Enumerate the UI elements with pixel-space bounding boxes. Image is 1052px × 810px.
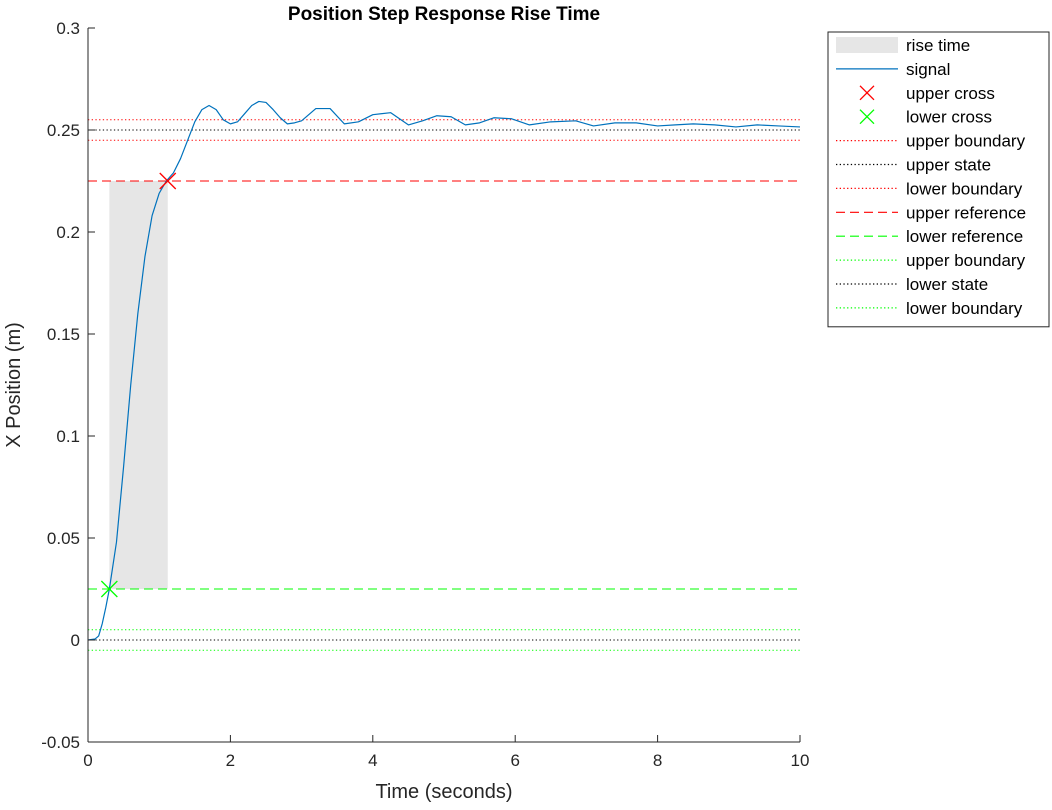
x-axis-label: Time (seconds)	[375, 781, 512, 803]
legend-swatch	[836, 37, 898, 53]
legend-marker	[859, 85, 875, 101]
upper-cross-marker	[159, 172, 177, 190]
legend: rise time signal upper cross lower cross upp…	[827, 31, 1050, 328]
plot-area	[87, 28, 801, 742]
x-tick-label: 10	[791, 751, 810, 770]
x-tick-label: 0	[83, 751, 92, 770]
legend-label: rise time	[906, 36, 970, 55]
marker-stroke	[100, 580, 118, 598]
rise-time-patch	[109, 181, 168, 589]
legend-entry-upper-cross: upper cross	[859, 84, 995, 103]
legend-entry-signal: signal	[836, 60, 950, 79]
y-tick-label: 0.15	[47, 325, 80, 344]
plot-background	[88, 28, 800, 742]
y-tick-label: 0.25	[47, 121, 80, 140]
legend-entry-lower-boundary: lower boundary	[836, 179, 1023, 198]
legend-entry-lower-cross: lower cross	[859, 108, 992, 127]
y-tick-label: 0.2	[56, 223, 80, 242]
legend-label: lower state	[906, 275, 988, 294]
x-tick-label: 6	[510, 751, 519, 770]
y-tick-label: 0.05	[47, 529, 80, 548]
y-tick-label: 0	[71, 631, 80, 650]
signal-line	[87, 100, 801, 641]
legend-label: upper state	[906, 156, 991, 175]
legend-label: lower cross	[906, 108, 992, 127]
y-tick-label: -0.05	[41, 733, 80, 752]
legend-entry-lower-boundary: lower boundary	[836, 299, 1023, 318]
legend-entry-upper-boundary: upper boundary	[836, 132, 1026, 151]
x-tick-label: 8	[653, 751, 662, 770]
chart-title: Position Step Response Rise Time	[288, 4, 600, 25]
legend-label: upper boundary	[906, 251, 1026, 270]
legend-box	[827, 31, 1050, 328]
legend-label: lower boundary	[906, 179, 1023, 198]
legend-entry-upper-reference: upper reference	[836, 203, 1026, 222]
legend-entry-lower-reference: lower reference	[836, 227, 1023, 246]
legend-label: upper cross	[906, 84, 995, 103]
legend-marker	[859, 109, 875, 125]
legend-entry-upper-state: upper state	[836, 156, 991, 175]
marker-stroke	[159, 172, 177, 190]
y-tick-label: 0.1	[56, 427, 80, 446]
lower-cross-marker	[100, 580, 118, 598]
x-tick-label: 2	[226, 751, 235, 770]
legend-label: signal	[906, 60, 950, 79]
x-tick-label: 4	[368, 751, 377, 770]
legend-label: lower reference	[906, 227, 1023, 246]
legend-label: upper reference	[906, 203, 1026, 222]
legend-entry-lower-state: lower state	[836, 275, 988, 294]
legend-label: upper boundary	[906, 132, 1026, 151]
legend-label: lower boundary	[906, 299, 1023, 318]
y-tick-label: 0.3	[56, 19, 80, 38]
legend-entry-rise-time: rise time	[836, 36, 970, 55]
y-axis-label: X Position (m)	[3, 322, 25, 448]
legend-entry-upper-boundary: upper boundary	[836, 251, 1026, 270]
